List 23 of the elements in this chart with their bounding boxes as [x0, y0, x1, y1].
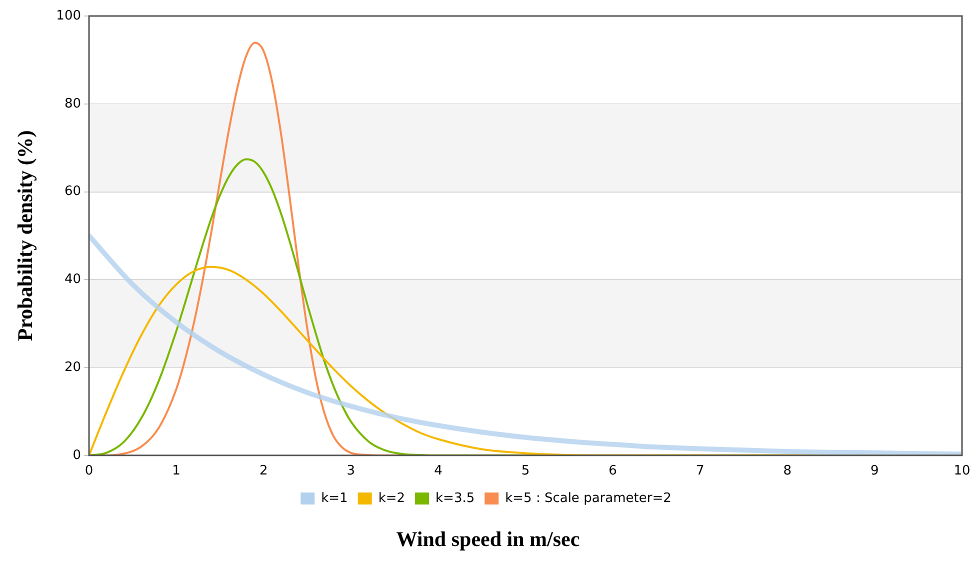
- x-tick-label: 4: [434, 464, 442, 479]
- y-tick-label: 100: [56, 8, 82, 24]
- legend-label: k=1: [321, 490, 348, 506]
- legend-label: k=2: [378, 490, 406, 506]
- x-tick-label: 8: [783, 464, 792, 479]
- y-tick-label: 0: [72, 448, 82, 463]
- x-tick-label: 9: [870, 464, 879, 479]
- x-tick-label: 10: [954, 464, 970, 479]
- y-tick-label: 40: [64, 272, 82, 288]
- x-tick-label: 0: [84, 464, 94, 479]
- x-tick-label: 6: [608, 464, 617, 479]
- x-tick-label: 3: [346, 464, 356, 479]
- x-axis-title: Wind speed in m/sec: [395, 527, 581, 552]
- y-axis-title: Probability density (%): [13, 130, 38, 342]
- x-tick-label: 7: [696, 464, 704, 479]
- x-tick-label: 5: [521, 464, 530, 479]
- y-tick-label: 80: [64, 96, 82, 112]
- x-tick-label: 1: [172, 464, 180, 479]
- y-tick-label: 60: [64, 184, 82, 200]
- y-tick-label: 20: [64, 360, 82, 375]
- legend-label: k=5 : Scale parameter=2: [505, 490, 672, 506]
- legend-label: k=3.5: [436, 490, 475, 506]
- x-tick-label: 2: [259, 464, 268, 479]
